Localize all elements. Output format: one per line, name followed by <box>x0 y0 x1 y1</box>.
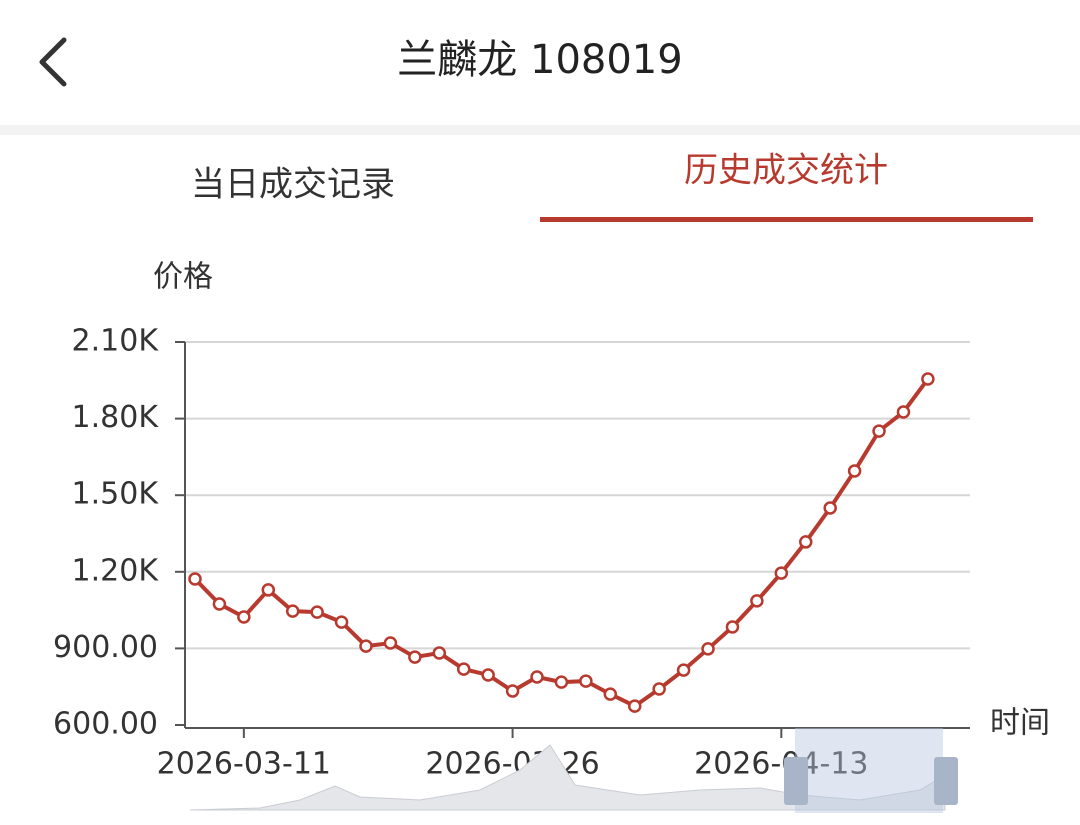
price-point <box>676 663 691 677</box>
price-point <box>774 566 789 580</box>
x-tick-label: 2026-03-11 <box>157 747 331 782</box>
tab-underline <box>540 217 1033 222</box>
price-line <box>193 377 930 709</box>
x-tick-label: 2026-04-13 <box>694 747 868 782</box>
price-point <box>359 639 373 653</box>
price-point <box>725 620 740 634</box>
price-point <box>285 604 300 618</box>
price-point <box>334 615 349 629</box>
divider <box>0 125 1080 135</box>
y-tick-label: 1.80K <box>72 400 160 435</box>
y-tick-label: 900.00 <box>53 630 158 665</box>
y-axis-label: 价格 <box>153 260 213 295</box>
price-point <box>212 597 227 611</box>
y-tick-label: 1.50K <box>72 477 160 512</box>
page-title: 兰麟龙 108019 <box>397 37 682 83</box>
zoom-preview <box>189 744 946 811</box>
price-point <box>237 610 251 624</box>
price-point <box>823 501 837 515</box>
price-point <box>261 583 276 597</box>
price-point <box>579 674 593 688</box>
back-button[interactable] <box>39 37 67 87</box>
zoom-handle[interactable] <box>934 757 958 805</box>
zoom-window[interactable] <box>795 728 943 813</box>
price-point <box>701 642 715 656</box>
price-point <box>627 699 642 713</box>
tab[interactable]: 当日成交记录 <box>191 165 395 205</box>
price-point <box>896 405 911 419</box>
price-point <box>188 572 202 586</box>
price-point <box>310 605 324 619</box>
price-point <box>432 646 447 660</box>
price-point <box>383 636 398 650</box>
price-point <box>799 535 813 549</box>
y-tick-label: 600.00 <box>53 707 158 742</box>
price-point <box>750 594 764 608</box>
price-point <box>505 684 520 698</box>
y-tick-label: 1.20K <box>72 553 160 588</box>
price-point <box>481 668 495 682</box>
price-point <box>872 424 886 438</box>
y-tick-label: 2.10K <box>72 324 160 359</box>
price-point <box>603 687 618 701</box>
price-point <box>530 670 544 684</box>
x-axis-label: 时间 <box>990 706 1050 741</box>
tab-active[interactable]: 历史成交统计 <box>684 151 888 191</box>
price-point <box>456 662 471 676</box>
price-point <box>554 675 569 689</box>
price-point <box>847 464 862 478</box>
price-point <box>408 650 422 664</box>
zoom-handle[interactable] <box>784 757 808 805</box>
price-point <box>652 682 666 696</box>
data-zoom[interactable] <box>189 728 958 813</box>
price-point <box>921 372 935 386</box>
